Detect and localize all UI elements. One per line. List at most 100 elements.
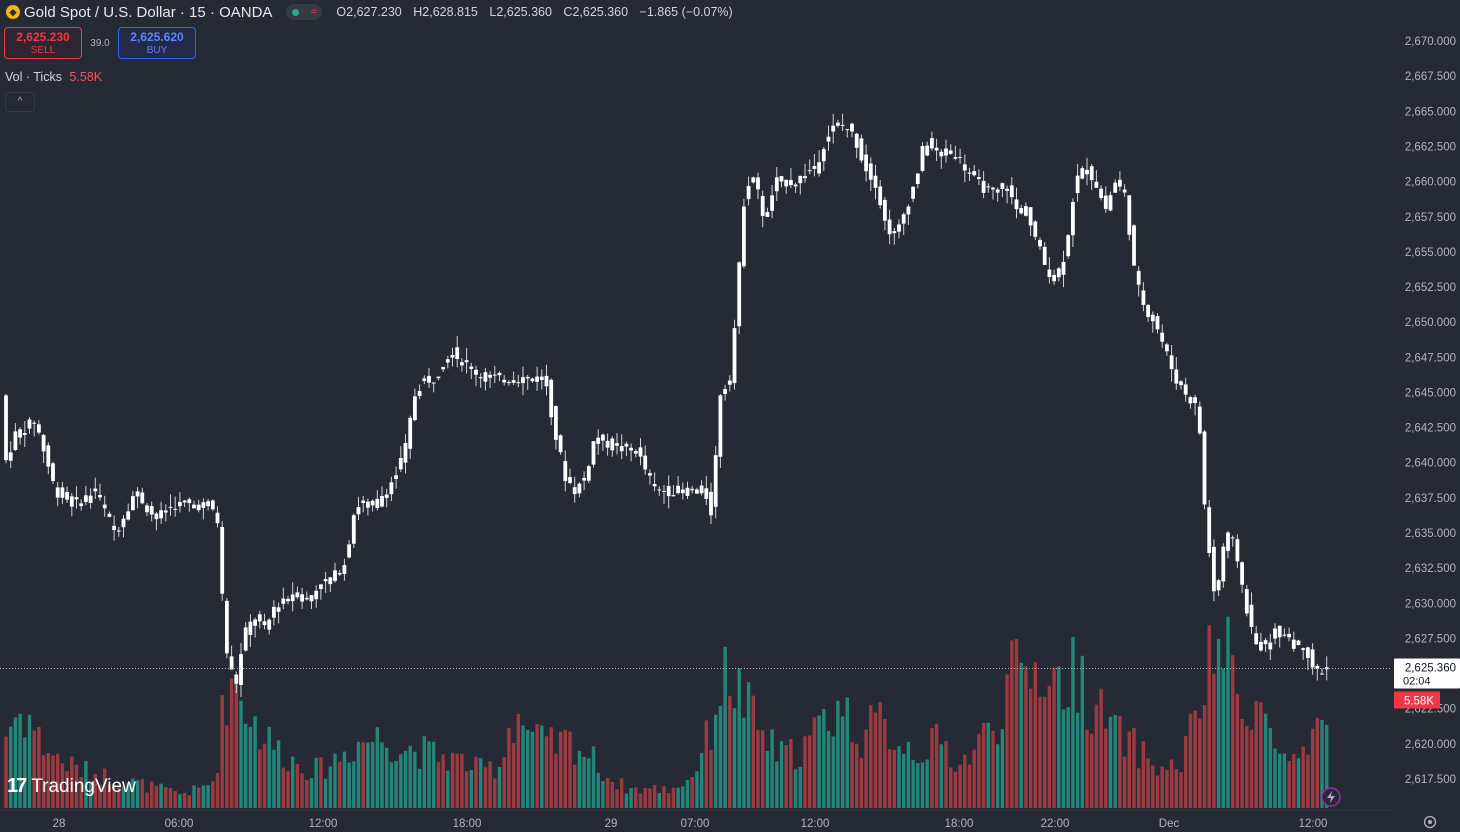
candle (873, 164, 878, 200)
volume-bar (526, 729, 530, 808)
volume-bar (338, 761, 342, 808)
candle-body (116, 530, 121, 532)
candle-body (403, 443, 408, 463)
candle-body (666, 486, 671, 497)
price-tick-label: 2,645.000 (1405, 387, 1456, 399)
candle (1310, 643, 1315, 675)
price-tick-label: 2,657.500 (1405, 212, 1456, 224)
candle (803, 163, 807, 183)
candle-body (944, 148, 948, 156)
candle-body (262, 621, 267, 626)
volume-bar (1315, 717, 1319, 808)
candle (384, 488, 389, 508)
lightning-button[interactable] (1320, 786, 1342, 808)
volume-bar (981, 722, 986, 808)
candle (229, 645, 234, 670)
sell-button[interactable]: 2,625.230 SELL (4, 27, 82, 59)
candle-body (878, 186, 883, 206)
volume-bar (488, 761, 492, 808)
candle-body (892, 231, 897, 234)
volume-bar (192, 785, 196, 808)
candle-body (1268, 642, 1273, 650)
candle (351, 513, 356, 548)
candle (1287, 627, 1291, 642)
candle (826, 125, 831, 151)
candle-body (234, 674, 239, 684)
candle-body (1127, 195, 1132, 235)
candle-body (483, 372, 488, 382)
collapse-legend-button[interactable]: ^ (5, 92, 35, 112)
volume-bar (474, 756, 478, 808)
brand-name: TradingView (31, 775, 136, 797)
candle-body (516, 382, 521, 384)
gold-symbol-icon: ◆ (6, 5, 20, 19)
tradingview-logo[interactable]: 17 TradingView (7, 775, 136, 798)
candle (1193, 394, 1197, 416)
volume-bar (1038, 696, 1042, 808)
candle-body (605, 440, 610, 448)
candle (389, 476, 394, 502)
candle-body (713, 455, 718, 507)
candle-body (544, 375, 549, 387)
candle (1042, 242, 1047, 266)
candle-body (206, 501, 210, 507)
candle-body (384, 494, 389, 498)
candle-body (140, 492, 145, 504)
volume-bar (1212, 673, 1216, 808)
volume-bar (51, 755, 55, 808)
volume-bar (779, 741, 784, 808)
volume-bar (1071, 637, 1075, 808)
candle-body (633, 451, 638, 454)
axis-settings-button[interactable] (1422, 814, 1438, 830)
candle-body (1291, 639, 1296, 649)
candle-body (88, 495, 93, 503)
candle-body (770, 195, 774, 211)
candle-body (309, 595, 314, 602)
volume-bar (845, 697, 849, 808)
candle (248, 614, 253, 648)
candle-body (774, 177, 779, 192)
candle (507, 380, 511, 386)
price-tick-label: 2,647.500 (1405, 352, 1456, 364)
candle (98, 483, 102, 501)
volume-bar (892, 749, 896, 808)
candle-body (845, 129, 850, 131)
volume-bar (991, 730, 995, 808)
volume-legend[interactable]: Vol · Ticks 5.58K (5, 70, 102, 84)
volume-bar (963, 754, 967, 808)
candle (187, 497, 192, 512)
candle (107, 511, 112, 518)
candle-body (657, 489, 662, 491)
market-status[interactable]: ≈ (286, 4, 323, 20)
volume-bar (427, 741, 431, 808)
volume-bar (380, 742, 384, 808)
candle (643, 445, 648, 475)
candle-body (18, 429, 22, 438)
volume-bar (986, 722, 990, 808)
buy-button[interactable]: 2,625.620 BUY (118, 27, 196, 59)
volume-bar (587, 758, 591, 808)
volume-bar (836, 700, 840, 808)
candle (1315, 663, 1320, 681)
candle (1009, 177, 1014, 205)
price-tick-label: 2,637.500 (1405, 493, 1456, 505)
candle (1024, 202, 1028, 217)
candle (610, 436, 615, 457)
candle (1071, 198, 1075, 247)
candle-body (803, 176, 807, 179)
candle (464, 348, 469, 374)
volume-bar (1108, 716, 1113, 808)
volume-bar (657, 792, 661, 808)
volume-bar (309, 778, 314, 808)
lightning-icon (1327, 791, 1335, 803)
volume-bar (826, 730, 831, 808)
symbol-title[interactable]: Gold Spot / U.S. Dollar · 15 · OANDA (24, 3, 273, 21)
candle-body (1146, 304, 1150, 317)
candle (1103, 186, 1108, 213)
time-axis[interactable]: 28 06:00 12:00 18:00 29 07:00 12:00 18:00 22:00 D… (0, 809, 1460, 832)
chart-header: ◆ Gold Spot / U.S. Dollar · 15 · OANDA ≈… (0, 0, 741, 24)
candle (817, 150, 821, 177)
candle (662, 485, 666, 504)
volume-bar (906, 741, 911, 808)
